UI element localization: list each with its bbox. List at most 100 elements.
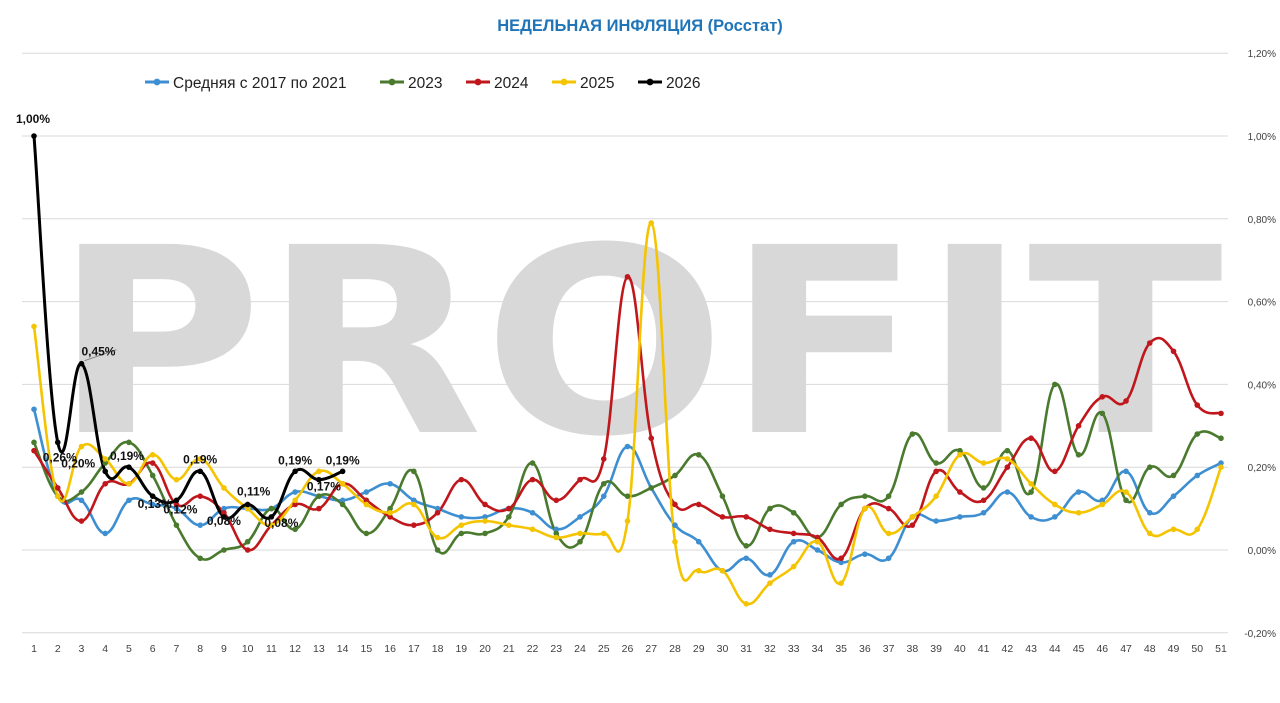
series-0-point bbox=[1218, 460, 1224, 466]
x-axis-ticks: 1 2 3 4 5 6 7 8 9 10 11 12 13 14 15 16 17 18 19 20 21 22 23 24 2… bbox=[31, 643, 1227, 655]
x-tick-label: 13 bbox=[313, 643, 325, 655]
series-0-point bbox=[577, 514, 583, 520]
series-1-point bbox=[411, 468, 417, 475]
series-1-point bbox=[387, 505, 393, 512]
series-3-point bbox=[387, 509, 393, 516]
series-1-point bbox=[577, 538, 583, 545]
series-0-point bbox=[102, 530, 109, 537]
series-3-point bbox=[1052, 501, 1058, 508]
x-tick-label: 35 bbox=[835, 643, 847, 655]
series-1-point bbox=[339, 501, 346, 508]
x-tick-label: 40 bbox=[954, 643, 966, 655]
y-tick-label: 0,60% bbox=[1248, 298, 1276, 309]
series-2-point bbox=[1075, 423, 1082, 429]
x-tick-label: 39 bbox=[930, 643, 942, 655]
series-1-point bbox=[506, 514, 512, 520]
legend-swatch-marker bbox=[560, 78, 568, 86]
data-label: 1,00% bbox=[16, 112, 50, 126]
series-0-point bbox=[221, 505, 227, 512]
series-2-point bbox=[553, 497, 560, 504]
series-0-point bbox=[814, 547, 821, 553]
x-tick-label: 43 bbox=[1025, 643, 1037, 655]
series-1-point bbox=[672, 472, 678, 479]
series-0-point bbox=[1028, 514, 1034, 520]
series-1-point bbox=[790, 509, 797, 516]
series-2-point bbox=[600, 456, 607, 462]
x-tick-label: 48 bbox=[1144, 643, 1156, 655]
series-1-point bbox=[933, 460, 939, 466]
chart-title: НЕДЕЛЬНАЯ ИНФЛЯЦИЯ (Росстат) bbox=[497, 17, 783, 35]
x-tick-label: 46 bbox=[1096, 643, 1108, 655]
series-3-point bbox=[31, 323, 37, 330]
x-tick-label: 19 bbox=[455, 643, 467, 655]
series-0-point bbox=[672, 522, 678, 528]
x-tick-label: 8 bbox=[197, 643, 203, 655]
series-0-point bbox=[624, 443, 631, 450]
series-3-point bbox=[149, 451, 156, 458]
x-tick-label: 4 bbox=[102, 643, 108, 655]
series-1-point bbox=[624, 493, 631, 499]
series-2-point bbox=[672, 501, 678, 508]
series-2-point bbox=[387, 514, 393, 520]
data-label: 0,08% bbox=[207, 514, 241, 528]
data-label: 0,12% bbox=[163, 502, 197, 516]
series-3-point bbox=[1194, 526, 1201, 533]
series-1-point bbox=[482, 530, 488, 537]
series-0-point bbox=[862, 551, 868, 557]
series-0-point bbox=[1194, 472, 1201, 479]
series-3-point bbox=[790, 563, 797, 570]
series-3-point bbox=[577, 530, 583, 537]
series-2-point bbox=[31, 447, 37, 454]
x-tick-label: 38 bbox=[907, 643, 919, 655]
y-tick-label: 1,20% bbox=[1248, 49, 1276, 60]
series-0-point bbox=[838, 559, 844, 566]
data-label: 0,19% bbox=[183, 452, 217, 466]
x-tick-label: 10 bbox=[242, 643, 254, 655]
legend-swatch-marker bbox=[646, 78, 654, 86]
x-tick-label: 24 bbox=[574, 643, 586, 655]
x-tick-label: 11 bbox=[266, 643, 277, 655]
series-0-point bbox=[387, 480, 393, 487]
series-2-point bbox=[980, 497, 987, 504]
series-2-point bbox=[838, 555, 844, 562]
series-4-point bbox=[197, 468, 203, 475]
legend-label: 2024 bbox=[494, 75, 529, 92]
series-2-point bbox=[173, 501, 180, 508]
series-3-point bbox=[292, 497, 298, 504]
series-0-point bbox=[173, 505, 180, 512]
series-4-point bbox=[292, 468, 298, 475]
x-tick-label: 50 bbox=[1191, 643, 1203, 655]
series-3-point bbox=[719, 567, 726, 574]
series-3-point bbox=[316, 468, 322, 475]
x-tick-label: 51 bbox=[1215, 643, 1227, 655]
series-4-point bbox=[102, 468, 109, 475]
series-1-point bbox=[648, 485, 655, 491]
series-1-point bbox=[957, 447, 963, 454]
series-3-point bbox=[814, 538, 821, 545]
series-0-point bbox=[885, 555, 892, 562]
series-2-point bbox=[244, 547, 251, 553]
series-4-line bbox=[32, 134, 345, 520]
series-3-point bbox=[885, 530, 892, 537]
series-0-point bbox=[31, 406, 37, 413]
series-2-point bbox=[767, 526, 773, 533]
x-tick-label: 32 bbox=[764, 643, 776, 655]
series-1-point bbox=[1146, 464, 1153, 471]
series-3-point bbox=[221, 485, 227, 491]
series-0-point bbox=[434, 505, 441, 512]
series-2-point bbox=[411, 522, 417, 528]
series-1-point bbox=[600, 480, 607, 487]
x-tick-label: 27 bbox=[645, 643, 657, 655]
x-tick-label: 16 bbox=[384, 643, 396, 655]
data-label: 0,19% bbox=[278, 453, 312, 467]
x-tick-label: 37 bbox=[883, 643, 895, 655]
x-tick-label: 23 bbox=[550, 643, 562, 655]
series-1-point bbox=[553, 530, 560, 537]
series-1-point bbox=[1123, 497, 1129, 504]
data-label: 0,08% bbox=[264, 516, 298, 530]
series-3-point bbox=[862, 505, 868, 512]
series-1-point bbox=[862, 493, 868, 499]
series-0-point bbox=[767, 572, 773, 578]
series-2-point bbox=[695, 501, 702, 508]
